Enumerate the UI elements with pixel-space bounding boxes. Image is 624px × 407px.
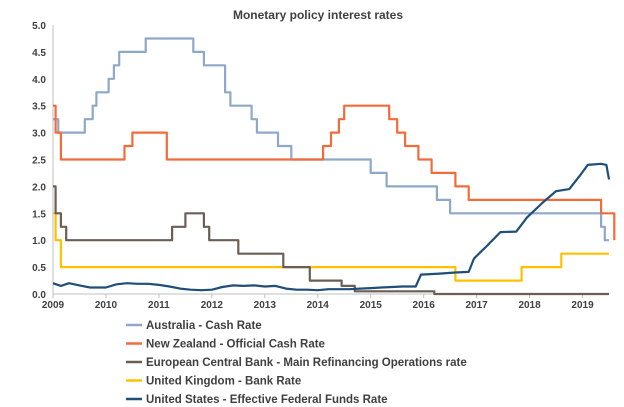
series-lines (52, 37, 616, 296)
legend-label: New Zealand - Official Cash Rate (146, 339, 325, 351)
series-line-0 (53, 37, 609, 242)
series-line-4 (52, 162, 611, 292)
x-tick-label: 2014 (307, 300, 330, 311)
series-line-1 (53, 104, 616, 241)
x-tick-label: 2012 (201, 300, 224, 311)
y-tick-label: 0.5 (32, 263, 46, 274)
legend-label: United Kingdom - Bank Rate (146, 376, 301, 388)
y-tick-label: 5.0 (32, 21, 46, 32)
y-tick-label: 3.0 (32, 129, 46, 140)
y-tick-label: 0.0 (32, 290, 46, 301)
chart-title: Monetary policy interest rates (233, 8, 403, 22)
y-tick-label: 1.0 (32, 236, 46, 247)
x-tick-label: 2009 (42, 300, 65, 311)
y-tick-label: 4.0 (32, 75, 46, 86)
x-tick-label: 2015 (360, 300, 383, 311)
series-line-2 (53, 185, 609, 296)
legend-label: United States - Effective Federal Funds … (146, 394, 388, 406)
legend-label: European Central Bank - Main Refinancing… (146, 357, 467, 369)
x-tick-label: 2011 (148, 300, 170, 311)
x-tick-label: 2016 (413, 300, 436, 311)
x-tick-label: 2018 (518, 300, 541, 311)
y-tick-label: 4.5 (32, 48, 46, 59)
y-tick-label: 1.5 (32, 209, 46, 220)
x-axis: 2009 2010 2011 2012 2013 2014 2015 2016 2017 2018… (42, 293, 609, 311)
x-tick-label: 2010 (95, 300, 118, 311)
legend-label: Australia - Cash Rate (146, 320, 262, 332)
x-tick-label: 2013 (254, 300, 277, 311)
y-axis: 0.0 0.5 1.0 1.5 2.0 2.5 3.0 3.5 4.0 4.5 5.0 (32, 21, 54, 301)
y-tick-label: 2.0 (32, 182, 46, 193)
x-tick-label: 2017 (465, 300, 488, 311)
x-tick-label: 2019 (571, 300, 594, 311)
legend: Australia - Cash Rate New Zealand - Offic… (126, 320, 467, 406)
y-tick-label: 2.5 (32, 156, 46, 167)
series-line-3 (53, 212, 609, 282)
y-tick-label: 3.5 (32, 102, 46, 113)
